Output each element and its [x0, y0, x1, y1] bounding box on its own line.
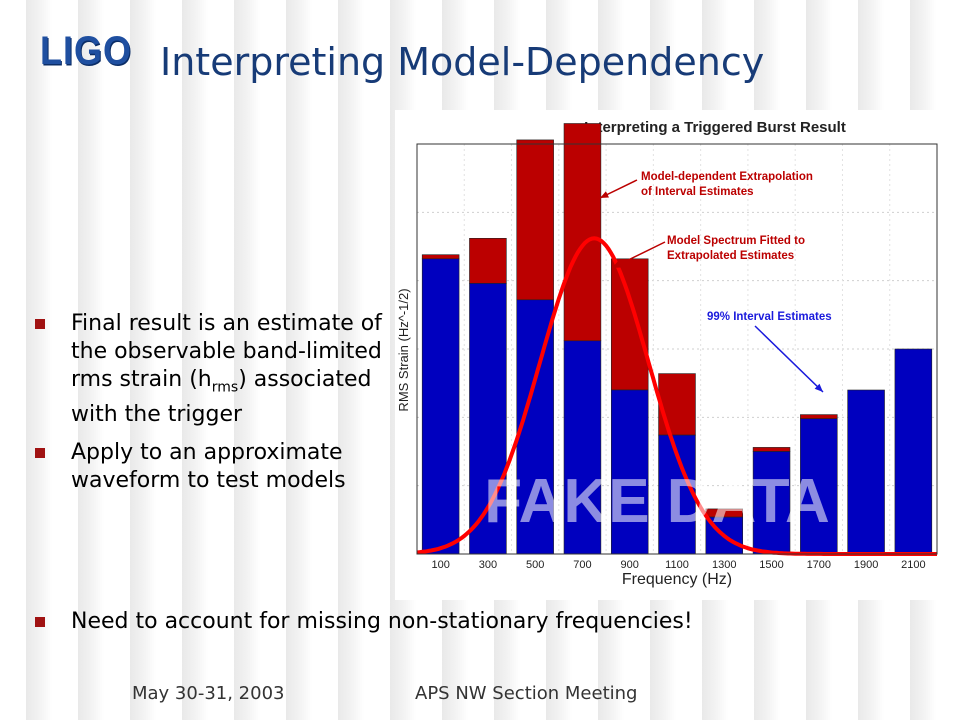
ligo-logo: LIGO — [40, 27, 132, 73]
bullet-text: Apply to an approximate waveform to test… — [71, 440, 346, 494]
bar-extrapolation-300 — [469, 238, 507, 284]
x-tick-labels: 100 300 500 700 900 1100 1300 1500 1700 1900 2100 — [431, 559, 925, 571]
footer-meeting: APS NW Section Meeting — [415, 683, 638, 704]
x-axis-label: Frequency (Hz) — [622, 571, 732, 588]
annotation-text: Model-dependent Extrapolation — [641, 171, 813, 183]
annotation-arrowhead — [600, 191, 609, 198]
plot-frame — [416, 143, 938, 555]
bullet-item: Final result is an estimate of the obser… — [35, 310, 405, 429]
x-tick-label: 1500 — [759, 559, 783, 571]
bar-extrapolation-1500 — [752, 447, 791, 452]
x-tick-label: 1700 — [807, 559, 831, 571]
bullet-list: Final result is an estimate of the obser… — [35, 310, 405, 505]
x-tick-label: 1900 — [854, 559, 878, 571]
bar-extrapolation-1700 — [800, 414, 838, 420]
bar-interval-100 — [421, 258, 460, 555]
annotation-text: of Interval Estimates — [641, 186, 753, 198]
chart-title: Interpreting a Triggered Burst Result — [584, 119, 846, 136]
x-tick-label: 1100 — [665, 559, 689, 571]
annotation-arrow — [754, 325, 824, 393]
bullet-text-cont: ) associated with the trigger — [71, 367, 372, 428]
fake-data-watermark: FAKE DATA — [484, 467, 830, 536]
x-tick-label: 2100 — [901, 559, 925, 571]
bullet-square-icon — [35, 319, 45, 329]
bar-extrapolation-500 — [516, 139, 554, 301]
annotation-text: Model Spectrum Fitted to — [667, 235, 805, 247]
bar-extrapolation-1100 — [658, 373, 696, 436]
bullet-item-last: Need to account for missing non-stationa… — [35, 608, 693, 636]
bullet-text: Need to account for missing non-stationa… — [71, 609, 693, 634]
x-tick-label: 100 — [431, 559, 449, 571]
x-tick-label: 900 — [621, 559, 639, 571]
chart-container: Interpreting a Triggered Burst Result 10… — [395, 110, 950, 600]
bar-interval-1900 — [847, 389, 885, 555]
bullet-item: Apply to an approximate waveform to test… — [35, 439, 405, 495]
bar-extrapolation-900 — [610, 258, 649, 391]
bar-interval-2100 — [894, 348, 933, 555]
x-tick-label: 700 — [573, 559, 591, 571]
x-tick-label: 500 — [526, 559, 544, 571]
bullet-square-icon — [35, 448, 45, 459]
burst-result-chart: Interpreting a Triggered Burst Result 10… — [396, 119, 938, 588]
bullet-text: Final result is an estimate of the obser… — [71, 311, 382, 392]
annotation-arrow — [611, 241, 666, 269]
annotation-arrowhead — [814, 383, 823, 392]
bars — [421, 123, 933, 555]
annotations: Model-dependent Extrapolation of Interval… — [599, 171, 832, 393]
y-axis-label: RMS Strain (Hz^-1/2) — [396, 288, 411, 411]
slide-title: Interpreting Model-Dependency — [160, 40, 765, 84]
bullet-subscript: rms — [211, 379, 239, 396]
annotation-text: 99% Interval Estimates — [707, 311, 832, 323]
bar-extrapolation-100 — [421, 254, 460, 260]
bar-interval-1700 — [800, 418, 838, 555]
bar-interval-700 — [563, 340, 602, 555]
x-tick-label: 1300 — [712, 559, 736, 571]
bar-extrapolation-700 — [563, 123, 602, 342]
annotation-text: Extrapolated Estimates — [667, 250, 794, 262]
annotation-arrowhead — [612, 261, 621, 268]
bullet-square-icon — [35, 617, 45, 627]
x-tick-label: 300 — [479, 559, 497, 571]
footer-date: May 30-31, 2003 — [132, 683, 285, 704]
bar-interval-1500 — [752, 451, 791, 555]
